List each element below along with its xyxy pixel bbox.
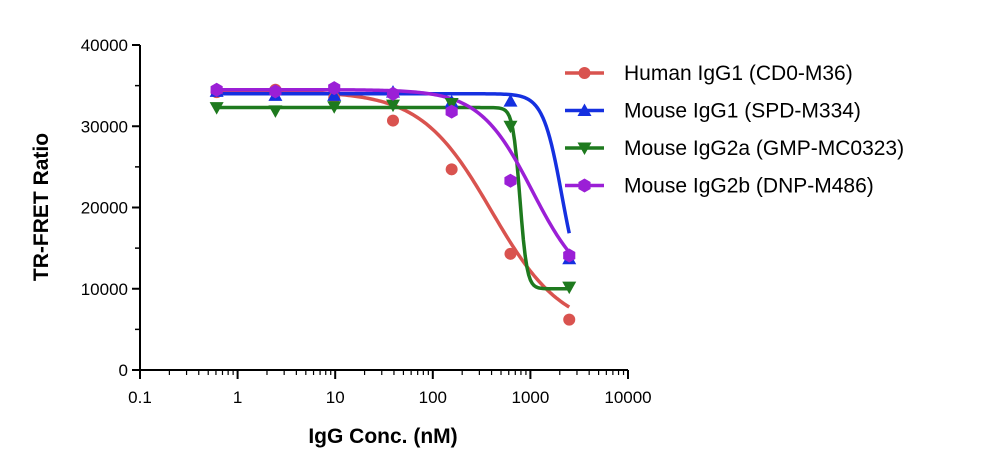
x-tick-label: 100 [419,388,447,407]
legend-marker-1 [578,67,591,79]
legend-label-2: Mouse IgG1 (SPD-M334) [624,100,861,123]
data-point-series-2 [503,94,518,107]
y-tick-label: 40000 [81,36,128,55]
legend: Human IgG1 (CD0-M36) Mouse IgG1 (SPD-M334… [565,62,904,198]
fit-curve-series-3 [216,105,570,291]
data-point-series-3 [385,99,400,113]
y-tick-label: 10000 [81,280,128,299]
data-point-series-4 [269,84,282,99]
data-point-series-3 [503,120,518,134]
data-point-series-1 [504,247,517,260]
x-tick-label: 0.1 [128,388,152,407]
y-tick-label: 20000 [81,199,128,218]
legend-label-4: Mouse IgG2b (DNP-M486) [624,175,874,198]
legend-marker-3 [577,142,592,155]
data-point-series-4 [328,81,341,96]
legend-marker-2 [577,103,592,116]
data-point-series-3 [268,105,283,118]
y-tick-label: 0 [119,361,128,380]
data-point-series-4 [210,82,223,97]
x-tick-label: 1 [233,388,242,407]
data-points [209,81,577,326]
data-point-series-4 [563,248,576,263]
x-tick-label: 1000 [511,388,549,407]
data-point-series-3 [562,281,577,295]
data-point-series-3 [209,102,224,115]
data-point-series-1 [445,163,458,176]
data-point-series-1 [386,114,399,127]
axes: 0 10000 20000 30000 40000 0.1 1 10 100 1000 10000 [81,36,652,407]
y-tick-label: 30000 [81,117,128,136]
legend-label-3: Mouse IgG2a (GMP-MC0323) [624,137,904,160]
legend-label-1: Human IgG1 (CD0-M36) [624,62,853,85]
data-point-series-3 [327,101,342,114]
y-axis-title: TR-FRET Ratio [30,133,53,281]
x-tick-label: 10 [326,388,345,407]
legend-marker-4 [578,178,591,193]
data-point-series-4 [445,104,458,119]
data-point-series-4 [504,173,517,188]
data-point-series-4 [386,86,400,101]
data-point-series-1 [563,313,576,326]
data-point-series-3 [444,98,459,111]
x-axis-title: IgG Conc. (nM) [308,425,457,448]
x-tick-label: 10000 [604,388,651,407]
